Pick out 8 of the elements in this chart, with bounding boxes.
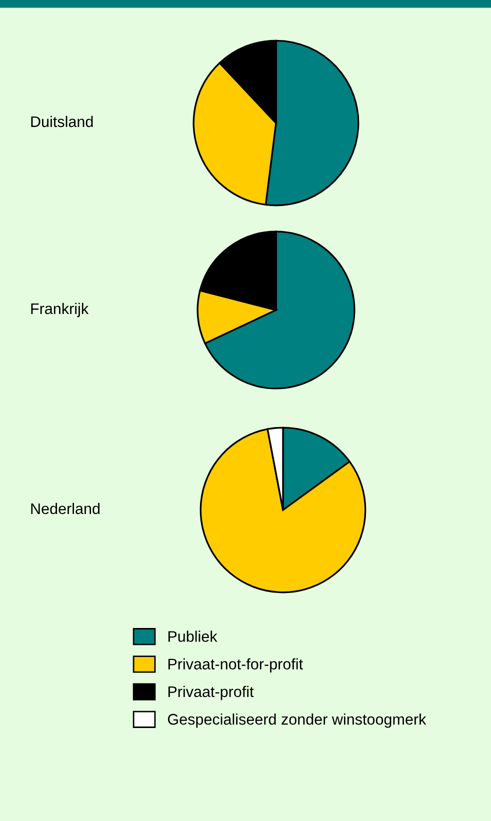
text: Frankrijk bbox=[31, 302, 89, 318]
legend-label: Gespecialiseerd zonder winstoogmerk bbox=[168, 714, 426, 728]
text: Duitsland bbox=[31, 116, 93, 128]
legend-label: Privaat-not-for-profit bbox=[168, 658, 303, 673]
legend-label: Privaat-profit bbox=[168, 686, 254, 700]
text: Nederland bbox=[31, 502, 100, 514]
pie-slice bbox=[200, 428, 366, 594]
legend-label: Publiek bbox=[168, 630, 218, 642]
